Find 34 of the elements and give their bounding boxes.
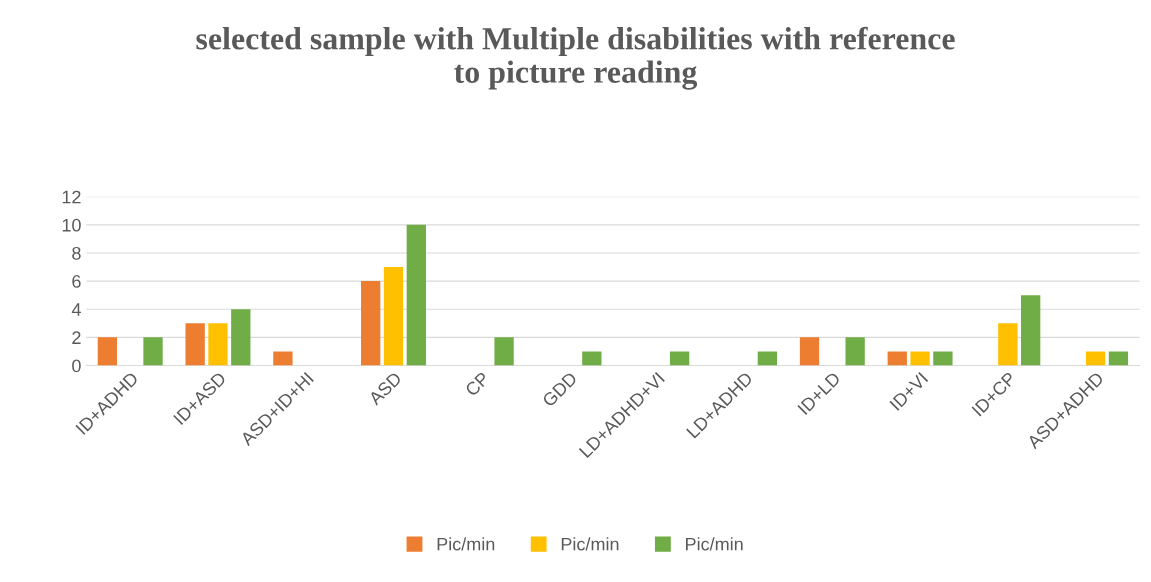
y-tick-label: 4: [71, 303, 81, 316]
bar: [757, 351, 778, 366]
chart-title: selected sample with Multiple disabilities with reference to picture reading: [196, 26, 955, 90]
bar: [998, 323, 1018, 366]
bar: [887, 351, 907, 366]
bar: [208, 323, 228, 366]
bar: [1108, 351, 1129, 366]
bar: [494, 337, 514, 366]
y-tick-label: 2: [72, 331, 81, 344]
bar: [97, 337, 118, 366]
bar: [231, 309, 251, 366]
bar: [1021, 295, 1041, 366]
legend-label: Pic/min: [686, 537, 743, 551]
bar: [406, 224, 426, 366]
bar: [910, 351, 930, 366]
y-tick-label: 12: [62, 190, 81, 204]
bar: [1085, 351, 1106, 366]
bar: [845, 337, 865, 366]
bar: [383, 267, 404, 366]
bar: [582, 351, 602, 366]
y-tick-label: 6: [72, 275, 81, 288]
bar: [143, 337, 163, 366]
bar: [799, 337, 820, 366]
bar: [273, 351, 293, 366]
bar: [933, 351, 953, 366]
y-tick-label: 0: [72, 359, 81, 373]
bar: [185, 323, 205, 366]
y-tick-label: 8: [72, 246, 81, 260]
legend-label: Pic/min: [561, 537, 619, 551]
x-tick-label: CP: [464, 371, 490, 397]
bar: [669, 351, 690, 366]
bar: [361, 281, 381, 366]
legend-label: Pic/min: [437, 537, 495, 551]
y-tick-label: 10: [62, 218, 81, 232]
